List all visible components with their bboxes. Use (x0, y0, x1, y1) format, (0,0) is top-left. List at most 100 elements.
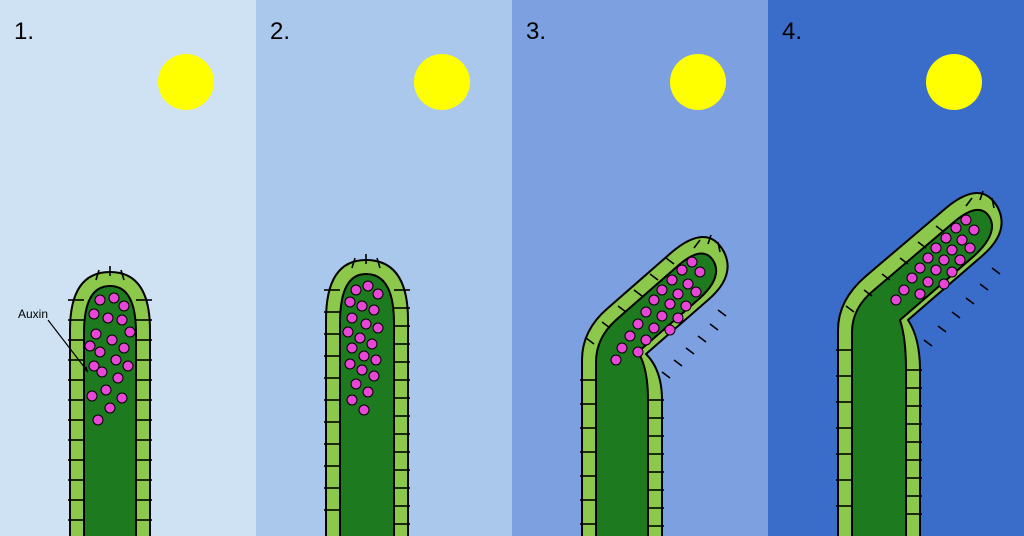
auxin-dot (915, 289, 925, 299)
auxin-dot (363, 281, 373, 291)
cell-tick (924, 340, 932, 346)
panel-svg-3 (512, 0, 768, 536)
auxin-dot (343, 327, 353, 337)
cell-tick (674, 360, 682, 366)
auxin-dot (667, 275, 677, 285)
auxin-dot (955, 255, 965, 265)
auxin-dot (85, 341, 95, 351)
auxin-dot (369, 371, 379, 381)
auxin-dot (673, 289, 683, 299)
auxin-dot (355, 333, 365, 343)
auxin-dot (345, 297, 355, 307)
auxin-dot (633, 347, 643, 357)
panel-3: 3. (512, 0, 768, 536)
auxin-dot (951, 223, 961, 233)
auxin-dot (939, 255, 949, 265)
auxin-dot (907, 273, 917, 283)
auxin-dot (87, 391, 97, 401)
auxin-dot (665, 299, 675, 309)
sun-icon (926, 54, 982, 110)
cell-tick (718, 310, 726, 316)
auxin-dot (347, 313, 357, 323)
auxin-dot (357, 301, 367, 311)
auxin-dot (957, 235, 967, 245)
auxin-dot (367, 339, 377, 349)
auxin-dot (373, 323, 383, 333)
auxin-dot (969, 225, 979, 235)
auxin-label: Auxin (18, 307, 48, 321)
auxin-dot (947, 245, 957, 255)
auxin-dot (641, 307, 651, 317)
auxin-dot (649, 295, 659, 305)
auxin-dot (641, 335, 651, 345)
panel-label-3: 3. (526, 18, 546, 46)
cell-tick (992, 268, 1000, 274)
panel-svg-2 (256, 0, 512, 536)
auxin-dot (89, 309, 99, 319)
sun-icon (158, 54, 214, 110)
auxin-dot (371, 355, 381, 365)
panel-1: 1. Auxin (0, 0, 256, 536)
cell-tick (686, 348, 694, 354)
auxin-dot (359, 351, 369, 361)
auxin-dot (123, 361, 133, 371)
auxin-dot (947, 267, 957, 277)
cell-tick (980, 284, 988, 290)
auxin-dot (691, 287, 701, 297)
auxin-dot (611, 355, 621, 365)
auxin-dot (93, 415, 103, 425)
panel-label-2: 2. (270, 18, 290, 46)
panel-label-4: 4. (782, 18, 802, 46)
auxin-dot (687, 257, 697, 267)
auxin-dot (351, 379, 361, 389)
auxin-dot (677, 265, 687, 275)
auxin-dot (939, 279, 949, 289)
auxin-dot (345, 359, 355, 369)
auxin-dot (657, 311, 667, 321)
auxin-dot (347, 395, 357, 405)
auxin-dot (103, 313, 113, 323)
auxin-dot (363, 387, 373, 397)
auxin-dot (357, 365, 367, 375)
cell-tick (938, 326, 946, 332)
plant-inner (340, 274, 394, 536)
auxin-dot (923, 253, 933, 263)
auxin-dot (657, 285, 667, 295)
sun-icon (414, 54, 470, 110)
auxin-dot (633, 319, 643, 329)
sun-icon (670, 54, 726, 110)
cell-tick (698, 336, 706, 342)
auxin-dot (359, 405, 369, 415)
auxin-dot (347, 343, 357, 353)
auxin-dot (119, 343, 129, 353)
auxin-dot (111, 355, 121, 365)
auxin-dot (625, 331, 635, 341)
panel-label-1: 1. (14, 18, 34, 46)
auxin-dot (931, 243, 941, 253)
cell-tick (952, 312, 960, 318)
auxin-dot (683, 279, 693, 289)
panel-svg-1: Auxin (0, 0, 256, 536)
cell-tick (966, 298, 974, 304)
auxin-dot (101, 385, 111, 395)
auxin-dot (369, 305, 379, 315)
cell-tick (710, 324, 718, 330)
auxin-dot (923, 277, 933, 287)
auxin-dot (113, 373, 123, 383)
cell-tick (662, 372, 670, 378)
auxin-dot (649, 323, 659, 333)
auxin-dot (95, 347, 105, 357)
diagram-stage: 1. Auxin 2. 3. 4. (0, 0, 1024, 536)
auxin-dot (915, 263, 925, 273)
auxin-dot (373, 289, 383, 299)
auxin-dot (617, 343, 627, 353)
auxin-dot (695, 267, 705, 277)
auxin-dot (117, 393, 127, 403)
auxin-dot (961, 215, 971, 225)
auxin-dot (941, 233, 951, 243)
auxin-dot (965, 243, 975, 253)
auxin-dot (931, 265, 941, 275)
auxin-dot (119, 301, 129, 311)
auxin-dot (95, 295, 105, 305)
auxin-dot (681, 301, 691, 311)
